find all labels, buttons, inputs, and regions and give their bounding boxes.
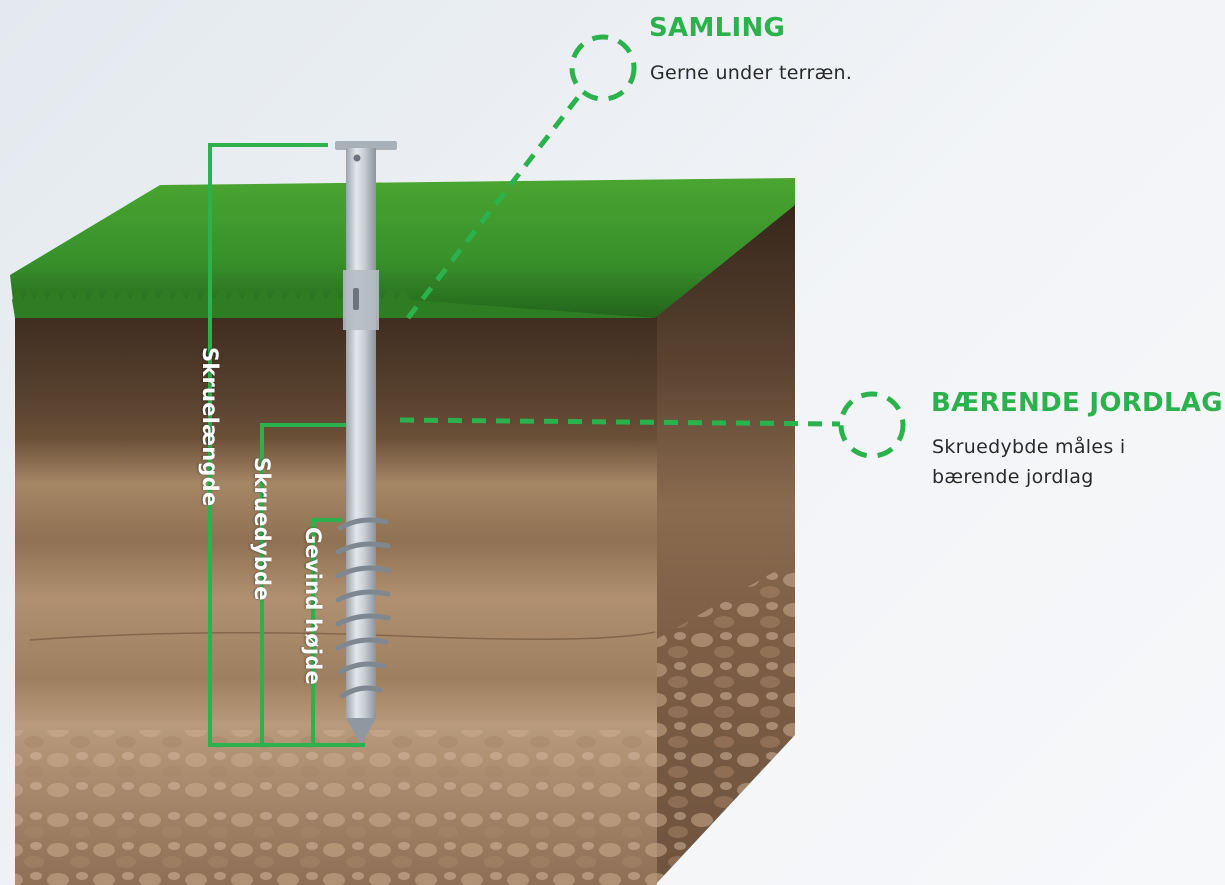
skruelaengde-bracket (208, 143, 365, 747)
skruedybde-bracket (260, 423, 346, 745)
samling-title: SAMLING (649, 13, 786, 43)
grass-surface (10, 178, 795, 318)
pile-top-plate (335, 141, 397, 150)
rock-layer (15, 730, 657, 885)
skruelaengde-label: Skruelængde (198, 347, 222, 507)
gevind-bracket (311, 518, 342, 745)
pile-slot (353, 288, 359, 310)
skruedybde-label: Skruedybde (250, 457, 274, 601)
pile-bolt-hole (353, 154, 361, 162)
baerende-jordlag-desc-2: bærende jordlag (932, 466, 1094, 488)
gevind-hojde-label: Gevind højde (301, 527, 325, 685)
samling-desc: Gerne under terræn. (650, 62, 853, 84)
grass-edge (12, 285, 655, 318)
soil-crack (29, 631, 656, 641)
soil-side-rock (655, 560, 795, 885)
baerende-jordlag-title: BÆRENDE JORDLAG (931, 388, 1223, 418)
baerende-leader-line (399, 417, 841, 427)
pile-coupling (343, 270, 379, 330)
dashed-circle-icon (569, 34, 637, 102)
pile-shaft (346, 148, 376, 718)
dashed-circle-icon (838, 391, 906, 459)
pile-thread (335, 517, 391, 699)
pile-tip (346, 718, 376, 745)
baerende-jordlag-desc-1: Skruedybde måles i (932, 436, 1126, 458)
